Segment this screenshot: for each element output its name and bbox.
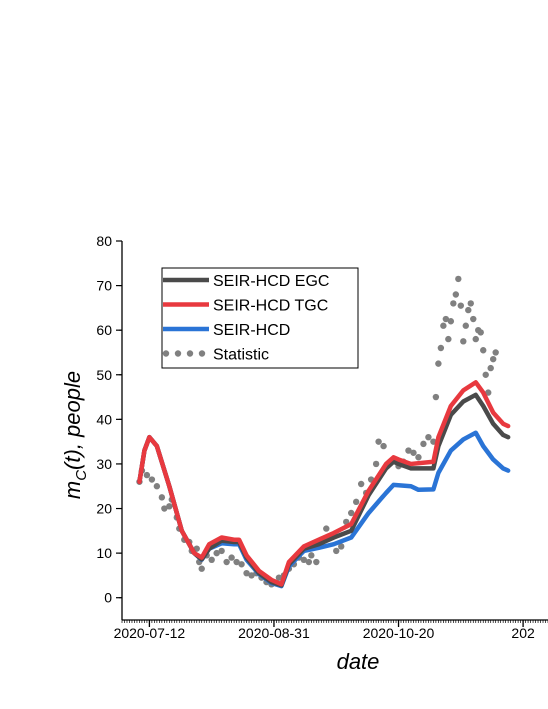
data-point bbox=[305, 558, 313, 566]
data-point bbox=[347, 509, 355, 517]
y-axis-title: mC(t), people bbox=[60, 371, 90, 499]
data-point bbox=[477, 329, 484, 336]
axes bbox=[116, 240, 548, 627]
legend-label-statistic: Statistic bbox=[213, 347, 269, 364]
data-point bbox=[482, 371, 489, 378]
data-point bbox=[460, 338, 467, 345]
data-point bbox=[352, 498, 360, 506]
y-tick-label: 10 bbox=[96, 545, 112, 561]
legend-label-seir-hcd-tgc: SEIR-HCD TGC bbox=[213, 298, 328, 315]
data-point bbox=[248, 572, 255, 579]
data-point bbox=[432, 393, 440, 401]
y-tick-label: 70 bbox=[96, 278, 112, 294]
plot-area bbox=[136, 275, 511, 589]
data-point bbox=[435, 360, 442, 367]
legend-swatch-statistic bbox=[174, 350, 182, 357]
data-point bbox=[442, 315, 450, 323]
legend-swatch-statistic bbox=[198, 350, 206, 357]
data-point bbox=[198, 565, 205, 572]
series-line-seir-hcd-tgc bbox=[137, 380, 511, 587]
data-point bbox=[380, 442, 387, 450]
legend-label-seir-hcd: SEIR-HCD bbox=[213, 322, 290, 339]
data-point bbox=[228, 554, 235, 561]
y-tick-label: 50 bbox=[96, 367, 112, 383]
data-point bbox=[338, 543, 345, 550]
x-tick-label: 2020-07-12 bbox=[114, 625, 186, 641]
data-point bbox=[308, 552, 315, 559]
x-tick-label: 2020-08-31 bbox=[238, 625, 310, 641]
data-point bbox=[470, 315, 477, 323]
data-point bbox=[208, 556, 215, 564]
data-point bbox=[372, 460, 380, 468]
data-point bbox=[492, 349, 499, 356]
y-axis-title-main: m bbox=[60, 481, 85, 499]
data-point bbox=[485, 389, 492, 396]
data-point bbox=[375, 438, 382, 445]
data-point bbox=[450, 300, 457, 307]
data-point bbox=[425, 433, 432, 441]
series-line-seir-hcd bbox=[137, 430, 511, 589]
data-point bbox=[148, 476, 156, 483]
y-tick-label: 60 bbox=[96, 322, 112, 338]
x-axis-title: date bbox=[337, 649, 380, 674]
data-point bbox=[233, 558, 240, 566]
data-point bbox=[410, 449, 417, 456]
data-point bbox=[357, 480, 365, 488]
data-point bbox=[243, 569, 250, 577]
data-point bbox=[462, 322, 469, 329]
data-point bbox=[300, 556, 308, 564]
data-point bbox=[457, 302, 465, 309]
y-tick-label: 20 bbox=[96, 501, 112, 517]
y-tick-label: 40 bbox=[96, 411, 112, 427]
data-point bbox=[489, 355, 497, 363]
data-point bbox=[472, 335, 479, 343]
data-point bbox=[437, 344, 445, 352]
y-tick-label: 80 bbox=[96, 233, 112, 249]
data-point bbox=[447, 318, 455, 325]
x-tick-label: 202 bbox=[511, 625, 535, 641]
data-point bbox=[333, 547, 340, 555]
data-point bbox=[275, 574, 283, 581]
data-point bbox=[405, 447, 412, 454]
data-point bbox=[480, 347, 487, 354]
series-statistic bbox=[136, 275, 499, 588]
data-point bbox=[455, 275, 462, 283]
legend: SEIR-HCD EGC SEIR-HCD TGC SEIR-HCD Statisti… bbox=[161, 267, 359, 369]
data-point bbox=[158, 494, 166, 501]
data-point bbox=[467, 300, 474, 307]
y-tick-label: 30 bbox=[96, 456, 112, 472]
data-point bbox=[452, 291, 460, 298]
tick-labels: 0 10 20 30 40 50 60 70 80 2020-07-12 2020-08-31 202… bbox=[96, 233, 535, 641]
data-point bbox=[218, 547, 225, 555]
data-point bbox=[440, 322, 447, 329]
y-tick-label: 0 bbox=[104, 590, 112, 606]
data-point bbox=[445, 335, 452, 343]
y-axis-title-subscript: C bbox=[73, 470, 90, 481]
data-point bbox=[153, 483, 161, 490]
data-point bbox=[223, 558, 230, 566]
legend-label-seir-hcd-egc: SEIR-HCD EGC bbox=[213, 273, 329, 290]
legend-swatch-statistic bbox=[186, 350, 194, 357]
legend-box bbox=[161, 267, 359, 369]
data-point bbox=[143, 471, 151, 479]
data-point bbox=[238, 561, 245, 568]
data-point bbox=[161, 505, 168, 512]
y-axis-title-rest: (t), people bbox=[60, 371, 85, 470]
data-point bbox=[313, 558, 320, 566]
data-point bbox=[213, 549, 220, 557]
data-point bbox=[465, 306, 472, 314]
series-line-seir-hcd-egc bbox=[137, 392, 511, 588]
data-point bbox=[420, 440, 427, 448]
data-point bbox=[166, 503, 173, 510]
legend-swatch-statistic bbox=[162, 350, 170, 357]
data-point bbox=[323, 525, 330, 532]
data-point bbox=[487, 364, 494, 372]
x-tick-label: 2020-10-20 bbox=[363, 625, 435, 641]
data-point bbox=[415, 454, 422, 461]
